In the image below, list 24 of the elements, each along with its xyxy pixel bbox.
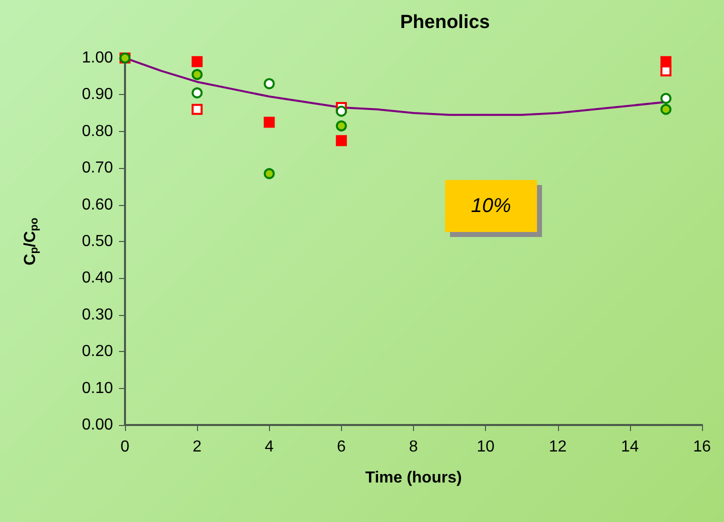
y-tick-label: 0.40: [82, 270, 114, 287]
y-tick-label: 0.70: [82, 160, 114, 177]
x-tick-label: 16: [693, 438, 711, 456]
y-tick-label: 1.00: [82, 50, 114, 66]
x-tick-label: 6: [336, 438, 346, 456]
y-tick-label: 0.80: [82, 122, 114, 140]
x-tick-label: 4: [264, 438, 274, 456]
chart-title: Phenolics: [400, 12, 490, 33]
x-tick-label: 14: [620, 438, 639, 456]
x-tick-label: 12: [548, 438, 567, 456]
x-axis-title: Time (hours): [365, 470, 462, 486]
x-tick-label: 0: [120, 438, 130, 456]
y-tick-label: 0.90: [82, 86, 114, 104]
y-tick-label: 0.60: [82, 196, 114, 214]
x-tick-label: 10: [476, 438, 495, 456]
x-tick-label: 2: [192, 438, 202, 456]
y-tick-label: 0.10: [82, 380, 114, 397]
y-tick-label: 0.00: [82, 416, 114, 434]
x-tick-label: 8: [409, 438, 418, 456]
y-tick-label: 0.50: [82, 233, 114, 250]
y-tick-label: 0.30: [82, 306, 114, 324]
y-tick-label: 0.20: [82, 343, 114, 360]
y-axis-title: Cp/Cpo: [22, 217, 40, 266]
annotation: 10%: [470, 195, 512, 217]
